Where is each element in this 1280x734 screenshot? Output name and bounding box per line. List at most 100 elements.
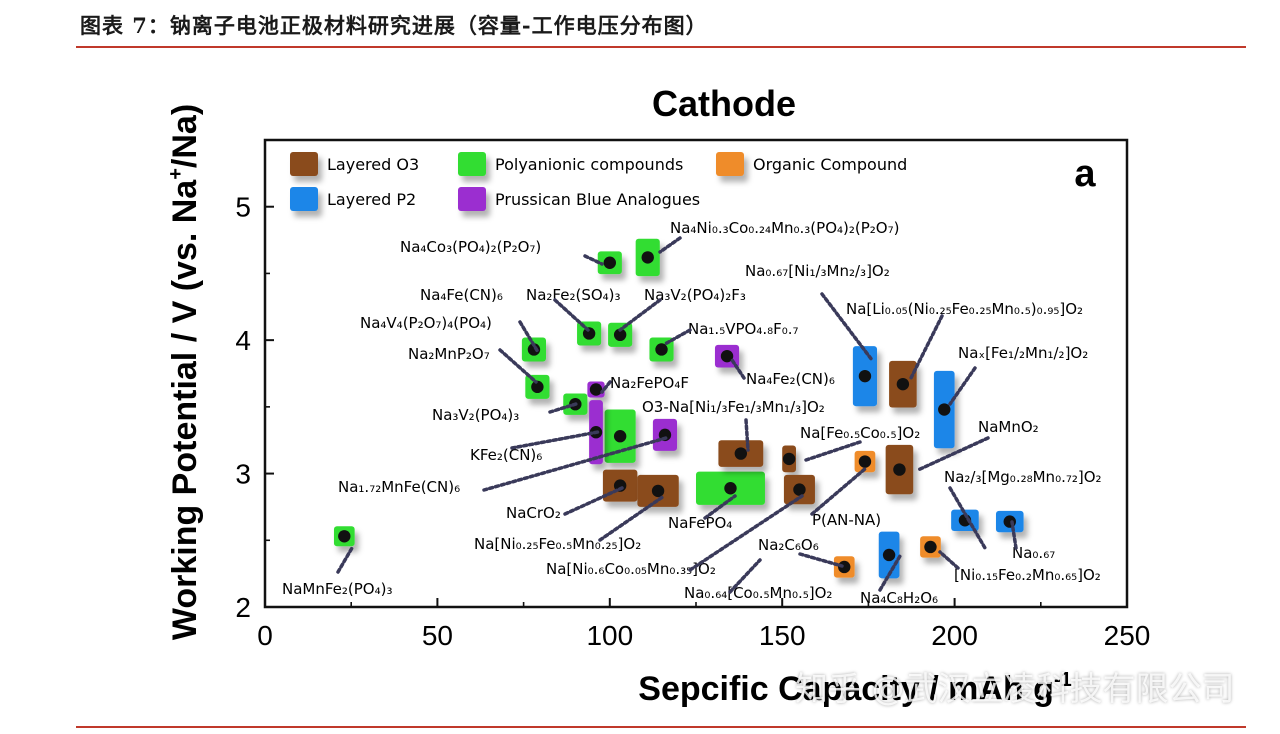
- material-label: O3-Na[Ni₁/₃Fe₁/₃Mn₁/₃]O₂: [642, 398, 825, 416]
- material-label: Na₂/₃[Mg₀.₂₈Mn₀.₇₂]O₂: [944, 468, 1102, 486]
- x-axis-label-sup: -1: [1054, 669, 1072, 691]
- leader-line: [938, 550, 960, 570]
- legend-entry: Prussican Blue Analogues: [495, 190, 700, 209]
- data-point: [782, 452, 796, 466]
- leader-line: [810, 466, 868, 516]
- x-axis-label-main: Sepcific Capacity / mAh g: [638, 670, 1054, 708]
- leader-line: [820, 292, 874, 362]
- data-point: [527, 343, 541, 356]
- material-label: Na₄V₄(P₂O₇)₄(PO₄): [360, 314, 492, 332]
- leader-line: [658, 236, 682, 254]
- material-label: NaFePO₄: [668, 514, 732, 532]
- material-label: Na₄Ni₀.₃Co₀.₂₄Mn₀.₃(PO₄)₂(P₂O₇): [670, 219, 899, 237]
- legend-entry: Layered P2: [327, 190, 416, 209]
- leader-line: [600, 380, 612, 394]
- data-point: [924, 540, 937, 554]
- legend-swatch: [716, 152, 744, 176]
- x-tick-label: 150: [759, 620, 806, 651]
- data-point: [720, 349, 734, 363]
- material-label: Na[Ni₀.₂₅Fe₀.₅Mn₀.₂₅]O₂: [474, 535, 641, 553]
- figure-caption: 图表 7：钠离子电池正极材料研究进展（容量-工作电压分布图）: [80, 13, 708, 38]
- watermark: 知乎 @武汉立凌科技有限公司: [795, 669, 1235, 708]
- data-point: [613, 430, 627, 443]
- material-label: Na₂C₆O₆: [758, 536, 819, 554]
- y-axis-label-main: Working Potential / V (vs. Na: [166, 179, 204, 640]
- x-tick-label: 250: [1104, 620, 1151, 651]
- material-label: Na₃V₂(PO₄)₃: [432, 406, 519, 424]
- data-point: [641, 251, 654, 264]
- leader-line: [498, 348, 538, 384]
- legend-entry: Layered O3: [327, 155, 419, 174]
- leader-line: [908, 314, 944, 382]
- y-tick-label: 2: [235, 592, 251, 623]
- leader-line: [482, 436, 668, 492]
- leader-line: [598, 494, 666, 542]
- legend-entry: Polyanionic compounds: [495, 155, 683, 174]
- legend-swatch: [458, 187, 486, 211]
- x-tick-label: 50: [422, 620, 453, 651]
- material-label: Na₀.₆₇: [1012, 544, 1055, 562]
- material-label: Na₁.₅VPO₄.₈F₀.₇: [688, 320, 799, 338]
- material-label: Naₓ[Fe₁/₂Mn₁/₂]O₂: [958, 344, 1088, 362]
- x-tick-label: 0: [257, 620, 273, 651]
- material-label: Na[Ni₀.₆Co₀.₀₅Mn₀.₃₅]O₂: [546, 560, 716, 578]
- leader-line: [563, 486, 624, 516]
- material-label: NaMnFe₂(PO₄)₃: [282, 580, 393, 598]
- y-tick-label: 4: [235, 325, 251, 356]
- leader-line: [804, 440, 862, 462]
- y-axis-label: Working Potential / V (vs. Na+/Na): [165, 104, 204, 640]
- data-point: [858, 455, 872, 468]
- top-rule: [76, 46, 1246, 48]
- material-label: Na₀.₆₄[Co₀.₅Mn₀.₅]O₂: [684, 584, 832, 602]
- data-point: [603, 256, 616, 269]
- legend-swatch: [290, 152, 318, 176]
- material-label: Na₄Co₃(PO₄)₂(P₂O₇): [400, 238, 541, 256]
- data-point: [589, 383, 603, 396]
- material-label: NaCrO₂: [506, 504, 561, 522]
- leader-line: [948, 486, 987, 550]
- leader-line: [553, 298, 590, 332]
- data-point: [734, 447, 748, 460]
- material-label: Na₁.₇₂MnFe(CN)₆: [338, 478, 460, 496]
- legend-swatch: [458, 152, 486, 176]
- material-label: KFe₂(CN)₆: [470, 446, 542, 464]
- data-point: [338, 530, 351, 543]
- y-axis-label-sup: +: [165, 168, 187, 180]
- leader-line: [583, 254, 604, 266]
- data-point: [838, 560, 851, 574]
- y-axis-label-end: /Na): [166, 104, 204, 168]
- leader-line: [1010, 520, 1018, 550]
- data-point: [531, 380, 544, 394]
- data-point: [651, 484, 665, 498]
- material-label: P(AN-NA): [812, 511, 881, 529]
- material-label: Na₄Fe(CN)₆: [420, 286, 503, 304]
- material-label: Na₂FePO₄F: [610, 374, 689, 392]
- legend-swatch: [290, 187, 318, 211]
- leader-line: [518, 320, 540, 354]
- material-label: Na₃V₂(PO₄)₂F₃: [644, 286, 746, 304]
- x-tick-label: 200: [931, 620, 978, 651]
- material-label: Na₄C₈H₂O₆: [860, 589, 938, 607]
- leader-line: [798, 552, 844, 568]
- leader-line: [510, 430, 600, 450]
- chart-title: Cathode: [652, 83, 796, 124]
- leader-line: [744, 418, 750, 452]
- data-point: [896, 377, 910, 391]
- bottom-rule: [76, 726, 1246, 728]
- data-point: [893, 463, 906, 476]
- data-point: [938, 403, 951, 416]
- material-label: Na₄Fe₂(CN)₆: [746, 370, 835, 388]
- data-point: [613, 328, 627, 342]
- leader-line: [336, 546, 354, 574]
- data-point: [1003, 515, 1016, 528]
- leader-line: [948, 366, 977, 406]
- leader-line: [730, 358, 746, 380]
- material-label: Na[Li₀.₀₅(Ni₀.₂₅Fe₀.₂₅Mn₀.₅)₀.₉₅]O₂: [846, 300, 1083, 318]
- legend-entry: Organic Compound: [753, 155, 907, 174]
- x-tick-label: 100: [586, 620, 633, 651]
- data-point: [793, 483, 806, 496]
- y-tick-label: 3: [235, 459, 251, 490]
- data-point: [655, 343, 668, 356]
- material-label: Na₂MnP₂O₇: [408, 345, 490, 363]
- material-label: NaMnO₂: [978, 418, 1039, 436]
